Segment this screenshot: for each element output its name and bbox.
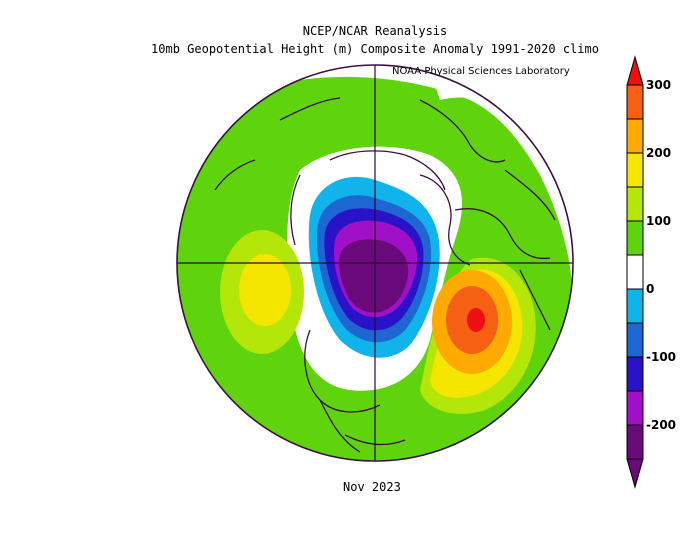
colorbar-bin (626, 55, 644, 86)
chart-title: NCEP/NCAR Reanalysis (302, 24, 448, 38)
colorbar-bin (626, 288, 644, 324)
colorbar-tick-label: -100 (646, 350, 676, 364)
colorbar-tick-label: 0 (646, 282, 654, 296)
colorbar-tick-label: -300 (646, 0, 676, 3)
colorbar-tick-label: -200 (646, 418, 676, 432)
colorbar-bin (626, 118, 644, 154)
map-boundary (176, 64, 574, 462)
colorbar-bin (626, 424, 644, 460)
date-label: Nov 2023 (343, 480, 401, 494)
colorbar-bin (626, 254, 644, 290)
colorbar-tick-label: 100 (646, 214, 671, 228)
colorbar-bin (626, 220, 644, 256)
colorbar-bin (626, 458, 644, 489)
coastlines (214, 97, 556, 453)
colorbar-bin (626, 84, 644, 120)
colorbar-bin (626, 390, 644, 426)
chart-subtitle: 10mb Geopotential Height (m) Composite A… (151, 42, 599, 56)
credit-label: NOAA Physical Sciences Laboratory (392, 66, 570, 77)
colorbar-bin (626, 152, 644, 188)
colorbar-tick-label: 200 (646, 146, 671, 160)
colorbar-tick-label: 300 (646, 78, 671, 92)
colorbar-bin (626, 356, 644, 392)
colorbar-bin (626, 322, 644, 358)
colorbar-bin (626, 186, 644, 222)
